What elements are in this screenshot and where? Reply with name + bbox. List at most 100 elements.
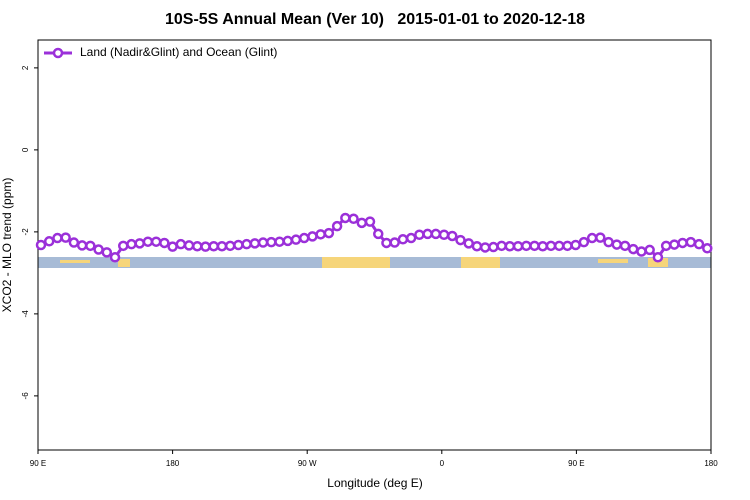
- point: [142, 236, 154, 247]
- point: [323, 227, 335, 239]
- point: [611, 239, 623, 250]
- x-tick-label: 90 E: [568, 459, 584, 468]
- point: [348, 213, 359, 225]
- point: [422, 228, 433, 240]
- point: [463, 238, 474, 249]
- point: [512, 240, 524, 252]
- point: [101, 247, 113, 258]
- point: [455, 234, 466, 246]
- land-strip: [322, 257, 390, 268]
- point: [76, 240, 88, 251]
- point: [389, 237, 400, 248]
- point: [167, 241, 178, 252]
- point: [578, 236, 590, 248]
- land-strip: [118, 259, 130, 267]
- point: [644, 244, 655, 256]
- point: [249, 238, 261, 249]
- point: [627, 243, 639, 255]
- point: [677, 237, 688, 249]
- point: [504, 240, 516, 252]
- y-tick-label: -6: [21, 392, 30, 400]
- point: [636, 246, 647, 257]
- point: [652, 252, 664, 263]
- point: [93, 244, 104, 255]
- land-strip: [60, 260, 90, 263]
- point: [183, 240, 195, 251]
- land-strip: [598, 259, 628, 263]
- point: [266, 236, 277, 248]
- map-strip: [38, 257, 711, 268]
- point: [241, 238, 252, 250]
- point: [298, 232, 310, 244]
- point: [430, 228, 442, 240]
- y-tick-label: 0: [21, 147, 30, 152]
- point: [290, 234, 302, 245]
- x-axis-label: Longitude (deg E): [327, 476, 422, 490]
- point: [109, 252, 121, 263]
- point: [414, 229, 425, 240]
- point: [603, 236, 614, 248]
- point: [381, 237, 392, 249]
- point: [200, 241, 211, 252]
- point: [364, 216, 376, 227]
- point: [595, 232, 606, 243]
- point: [134, 238, 145, 249]
- legend-label: Land (Nadir&Glint) and Ocean (Glint): [80, 45, 277, 59]
- point: [447, 230, 458, 242]
- point: [669, 239, 680, 250]
- point: [126, 238, 137, 250]
- point: [685, 236, 697, 248]
- point: [307, 231, 318, 242]
- point: [405, 232, 417, 244]
- point: [331, 220, 343, 232]
- point: [117, 240, 129, 252]
- point: [521, 240, 532, 252]
- point: [216, 240, 228, 252]
- x-tick-label: 90 W: [298, 459, 317, 468]
- point: [529, 240, 540, 252]
- point: [545, 240, 557, 252]
- point: [372, 228, 384, 240]
- point: [702, 243, 713, 254]
- chart-title: 10S-5S Annual Mean (Ver 10) 2015-01-01 t…: [165, 11, 585, 28]
- point: [488, 241, 499, 253]
- point: [660, 240, 672, 252]
- point: [619, 240, 631, 252]
- point: [43, 236, 55, 247]
- y-tick-label: -4: [21, 310, 30, 318]
- point: [586, 232, 598, 244]
- point: [68, 237, 80, 248]
- legend-marker: [52, 47, 64, 59]
- point: [356, 217, 368, 229]
- point: [479, 242, 491, 253]
- point: [562, 240, 573, 252]
- point: [537, 240, 548, 252]
- land-strip: [461, 257, 500, 268]
- point: [282, 235, 294, 247]
- y-axis-label: XCO2 - MLO trend (ppm): [0, 178, 14, 313]
- x-tick-label: 90 E: [30, 459, 46, 468]
- point: [471, 240, 483, 252]
- point: [192, 240, 203, 252]
- y-tick-label: -2: [21, 228, 30, 236]
- point: [85, 240, 96, 252]
- point: [60, 232, 71, 243]
- point: [553, 240, 565, 252]
- point: [35, 239, 47, 251]
- point: [340, 212, 351, 224]
- x-tick-label: 180: [704, 459, 718, 468]
- point: [315, 229, 326, 240]
- point: [496, 240, 507, 252]
- point: [208, 240, 219, 252]
- point: [175, 238, 187, 250]
- x-tick-label: 0: [440, 459, 445, 468]
- point: [570, 239, 581, 251]
- point: [274, 236, 285, 247]
- point: [397, 234, 409, 245]
- point: [257, 237, 269, 248]
- point: [224, 240, 236, 252]
- point: [150, 236, 162, 247]
- point: [438, 229, 450, 240]
